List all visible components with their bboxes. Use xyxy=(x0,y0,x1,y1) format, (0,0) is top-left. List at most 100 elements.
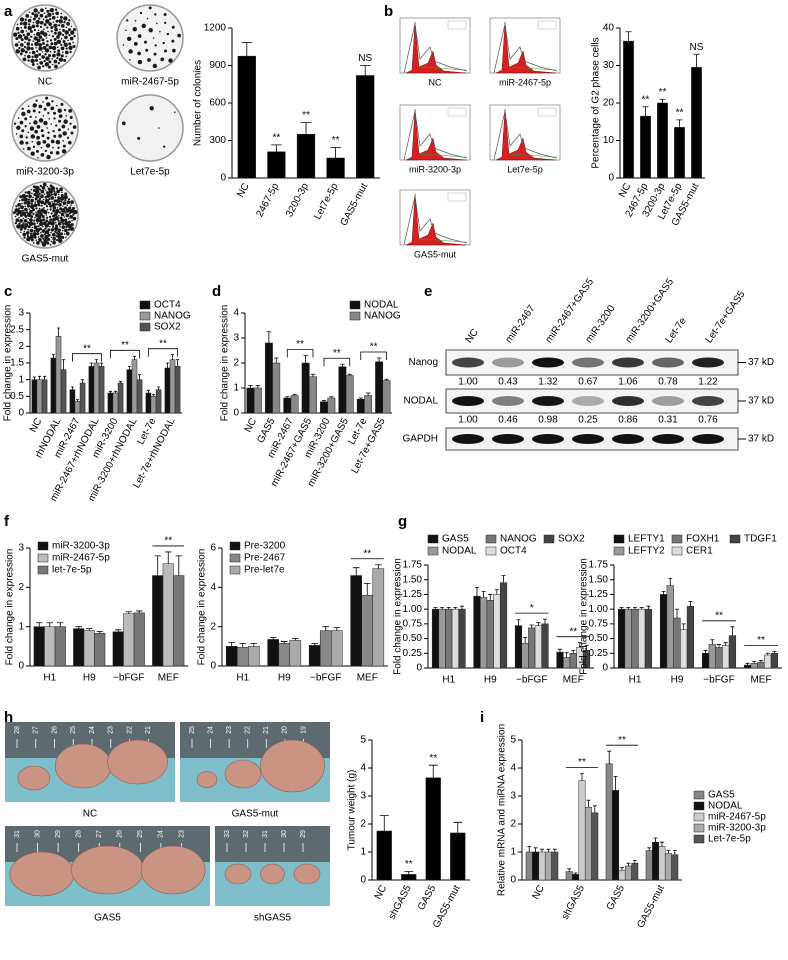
error-bar xyxy=(440,606,445,610)
legend-label: miR-2467-5p xyxy=(52,553,110,564)
bar xyxy=(375,361,384,414)
error-bar xyxy=(632,606,638,610)
legend-label: GAS5 xyxy=(708,790,735,801)
histogram-key xyxy=(447,107,467,117)
colony xyxy=(35,116,37,118)
colony xyxy=(21,111,26,117)
plate-label: miR-3200-3p xyxy=(16,167,74,178)
colony xyxy=(63,58,67,62)
colony xyxy=(69,122,72,125)
histogram-g1 xyxy=(405,193,467,246)
tumour xyxy=(260,863,285,885)
y-tick-label: 6 xyxy=(210,543,216,554)
colony xyxy=(51,202,56,207)
blot-band xyxy=(692,357,724,368)
colony xyxy=(69,226,75,231)
colony xyxy=(145,48,149,52)
colony xyxy=(53,31,57,35)
error-bar xyxy=(310,373,316,377)
colony xyxy=(73,34,76,38)
colony xyxy=(44,198,50,204)
error-bar xyxy=(660,841,664,847)
colony xyxy=(40,146,43,149)
photo-top xyxy=(215,826,330,862)
y-tick-label: 4 xyxy=(360,763,366,774)
bar xyxy=(338,366,347,414)
colony xyxy=(64,30,69,35)
colony xyxy=(29,228,34,233)
bar xyxy=(278,643,291,667)
colony xyxy=(61,33,65,37)
colony xyxy=(43,238,48,244)
colony xyxy=(33,33,36,36)
legend-label: NANOG xyxy=(154,311,191,322)
error-bar xyxy=(374,564,382,569)
legend-swatch xyxy=(485,534,497,544)
colony xyxy=(41,134,45,138)
colony xyxy=(34,189,40,195)
error-bar xyxy=(668,578,673,586)
tumour xyxy=(260,739,325,793)
colony xyxy=(41,242,47,247)
significance-label: ** xyxy=(333,348,341,359)
error-bar xyxy=(571,649,576,654)
colony xyxy=(59,226,61,228)
colony xyxy=(44,227,47,230)
error-bar xyxy=(280,641,288,644)
colony xyxy=(20,38,24,42)
colony xyxy=(38,43,42,47)
colony xyxy=(49,218,53,222)
error-bar xyxy=(523,636,528,644)
colony xyxy=(69,115,73,119)
colony xyxy=(33,13,39,18)
colony xyxy=(24,117,28,121)
colony xyxy=(32,231,37,237)
error-bar xyxy=(311,642,319,646)
histogram-g1 xyxy=(405,108,467,161)
ruler-number: 33 xyxy=(224,830,231,838)
legend-swatch xyxy=(693,834,705,844)
colony xyxy=(60,24,65,28)
colony xyxy=(58,114,63,118)
bar xyxy=(133,612,145,667)
colony xyxy=(17,210,23,215)
significance-label: ** xyxy=(429,753,437,764)
colony xyxy=(51,58,54,60)
colony xyxy=(37,29,40,32)
bar xyxy=(728,635,737,669)
error-bar xyxy=(132,355,137,360)
bar xyxy=(445,608,453,669)
colony xyxy=(19,52,23,56)
error-bar xyxy=(540,848,544,852)
colony xyxy=(64,206,68,210)
colony xyxy=(18,41,20,43)
colony xyxy=(45,214,48,216)
colony xyxy=(31,55,34,58)
colony xyxy=(69,214,74,219)
x-tick-label: −bFGF xyxy=(703,675,734,686)
band-quantification: 0.78 xyxy=(658,377,678,388)
colony xyxy=(57,196,61,200)
y-tick-label: 3 xyxy=(18,543,24,554)
colony xyxy=(23,236,26,239)
y-tick-label: 0 xyxy=(510,875,516,886)
error-bar xyxy=(56,327,61,337)
colony xyxy=(36,50,39,53)
y-tick-label: 2 xyxy=(18,341,24,352)
colony xyxy=(46,208,49,211)
error-bar xyxy=(446,606,451,610)
y-tick-label: 1 xyxy=(360,847,366,858)
colony xyxy=(39,61,44,65)
error-bar xyxy=(291,638,299,641)
error-bar xyxy=(607,750,612,764)
blot-band xyxy=(692,396,724,406)
bar xyxy=(658,846,666,881)
colony xyxy=(68,19,71,22)
plate xyxy=(116,94,184,162)
legend-label: NODAL xyxy=(364,300,399,311)
colony xyxy=(24,50,28,54)
colony xyxy=(39,25,43,29)
bar xyxy=(425,777,441,881)
colony xyxy=(33,29,37,32)
error-bar xyxy=(639,606,644,610)
